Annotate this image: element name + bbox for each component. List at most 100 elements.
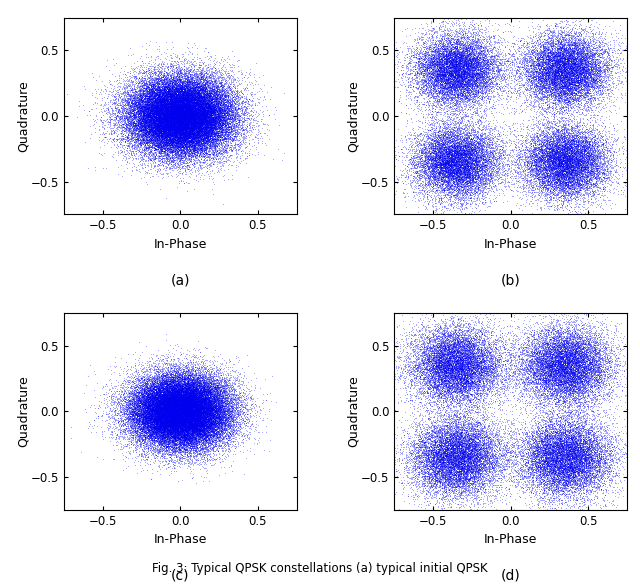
Point [440,360,450,370]
Point [146,123,156,132]
Point [167,394,177,404]
Point [145,371,155,380]
Point [188,414,198,423]
Point [161,383,171,392]
Point [563,360,573,369]
Point [579,56,589,66]
Point [521,63,531,73]
Point [480,373,490,383]
Point [200,113,211,122]
Point [411,140,421,149]
Point [164,416,175,425]
Point [173,447,183,456]
Point [447,40,457,49]
Point [214,113,224,122]
Point [110,428,120,438]
Point [167,139,177,148]
Point [563,410,573,419]
Point [160,399,170,408]
Point [217,413,227,422]
Point [211,69,221,78]
Point [182,127,193,136]
Point [146,107,156,116]
Point [440,45,451,54]
Point [520,356,530,366]
Point [546,353,556,362]
Point [561,458,571,467]
Point [562,144,572,153]
Point [557,179,567,188]
Point [574,450,584,459]
Point [537,69,547,79]
Point [579,76,589,85]
Point [467,142,477,151]
Point [466,48,476,57]
Point [576,64,586,73]
Point [195,374,205,384]
Point [164,404,175,414]
Point [600,438,610,447]
Point [438,67,449,76]
Point [458,90,468,99]
Point [559,45,570,54]
Point [459,88,469,97]
Point [214,421,225,430]
Point [587,138,597,147]
Point [178,431,188,440]
Point [568,64,579,74]
Point [598,88,609,98]
Point [189,112,199,121]
Point [161,145,172,155]
Point [556,144,566,153]
Point [177,403,188,412]
Point [584,179,595,188]
Point [439,72,449,81]
Point [184,402,194,411]
Point [177,396,187,405]
Point [561,56,572,65]
Point [586,472,596,482]
Point [158,387,168,396]
Point [461,14,472,23]
Point [189,397,200,406]
Point [604,39,614,49]
Point [561,74,572,84]
Point [182,93,192,102]
Point [200,109,210,118]
Point [580,76,590,85]
Point [201,393,211,403]
Point [572,37,582,46]
Point [148,142,158,152]
Point [502,396,513,405]
Point [185,391,195,400]
Point [159,364,169,373]
Point [442,63,452,73]
Point [534,49,545,58]
Point [579,351,589,360]
Point [429,358,440,367]
Point [180,126,190,135]
Point [220,77,230,86]
Point [154,397,164,407]
Point [505,448,515,457]
Point [536,472,547,481]
Point [173,377,183,387]
Point [581,139,591,148]
Point [143,403,154,412]
Point [159,401,170,410]
Point [196,115,207,125]
Point [217,139,227,149]
Point [191,96,202,105]
Point [450,42,460,52]
Point [162,122,172,132]
Point [141,118,151,128]
Point [461,45,471,54]
Point [157,411,167,420]
Point [141,399,151,408]
Point [140,404,150,414]
Point [157,118,167,127]
Point [431,158,442,168]
Point [534,462,545,472]
Point [536,62,547,71]
Point [444,315,454,325]
